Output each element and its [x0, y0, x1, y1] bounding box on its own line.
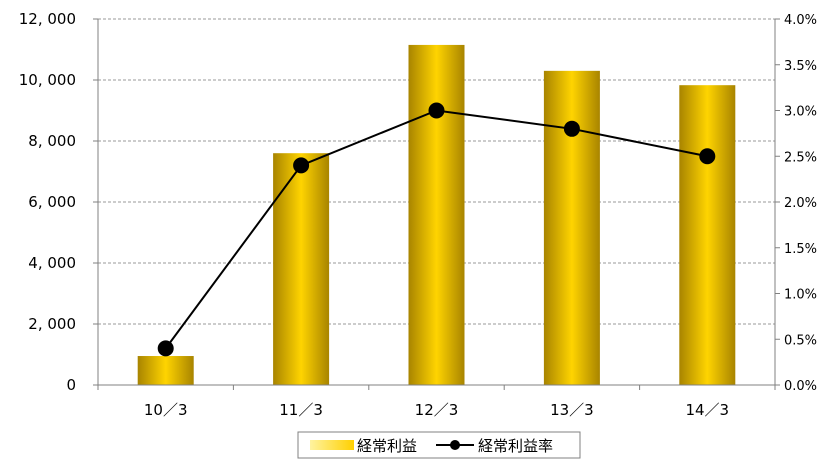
- x-tick-label: 14／3: [685, 401, 729, 419]
- x-tick-label: 10／3: [144, 401, 188, 419]
- bar: [543, 70, 600, 385]
- y-tick-label: 2, 000: [28, 315, 76, 333]
- y2-tick-label: 4.0%: [784, 13, 817, 28]
- rate-point: [699, 148, 716, 165]
- bar: [679, 85, 736, 385]
- y2-tick-label: 3.5%: [784, 59, 817, 74]
- bars: [137, 44, 736, 386]
- bar: [273, 153, 330, 385]
- bar: [137, 356, 194, 385]
- legend-bar-swatch: [310, 440, 354, 450]
- rate-line: [157, 102, 716, 357]
- y-tick-label: 0: [66, 376, 76, 394]
- y-tick-label: 10, 000: [19, 71, 76, 89]
- bar: [408, 44, 465, 386]
- rate-point: [293, 157, 310, 174]
- legend-bar-label: 経常利益: [357, 437, 417, 455]
- y2-tick-label: 1.0%: [784, 288, 817, 303]
- rate-point: [157, 340, 174, 357]
- y2-tick-label: 2.0%: [784, 196, 817, 211]
- x-tick-label: 13／3: [550, 401, 594, 419]
- y2-tick-label: 0.0%: [784, 379, 817, 394]
- y-tick-label: 12, 000: [19, 10, 76, 28]
- rate-point: [428, 102, 445, 119]
- y-tick-label: 8, 000: [28, 132, 76, 150]
- x-tick-label: 11／3: [279, 401, 323, 419]
- gridlines: [98, 18, 775, 325]
- y2-tick-label: 1.5%: [784, 242, 817, 257]
- legend-line-marker: [450, 440, 460, 450]
- tick-labels: 0 2, 000 4, 000 6, 000 8, 000 10, 000 12, 000 0…: [19, 10, 817, 419]
- y2-tick-label: 3.0%: [784, 105, 817, 120]
- y-tick-label: 6, 000: [28, 193, 76, 211]
- axes: [93, 18, 780, 390]
- legend-line-label: 経常利益率: [478, 437, 553, 455]
- y2-tick-label: 0.5%: [784, 333, 817, 348]
- y2-tick-label: 2.5%: [784, 150, 817, 165]
- y-tick-label: 4, 000: [28, 254, 76, 272]
- legend: 経常利益 経常利益率: [297, 431, 581, 459]
- x-tick-label: 12／3: [415, 401, 459, 419]
- rate-point: [563, 120, 580, 137]
